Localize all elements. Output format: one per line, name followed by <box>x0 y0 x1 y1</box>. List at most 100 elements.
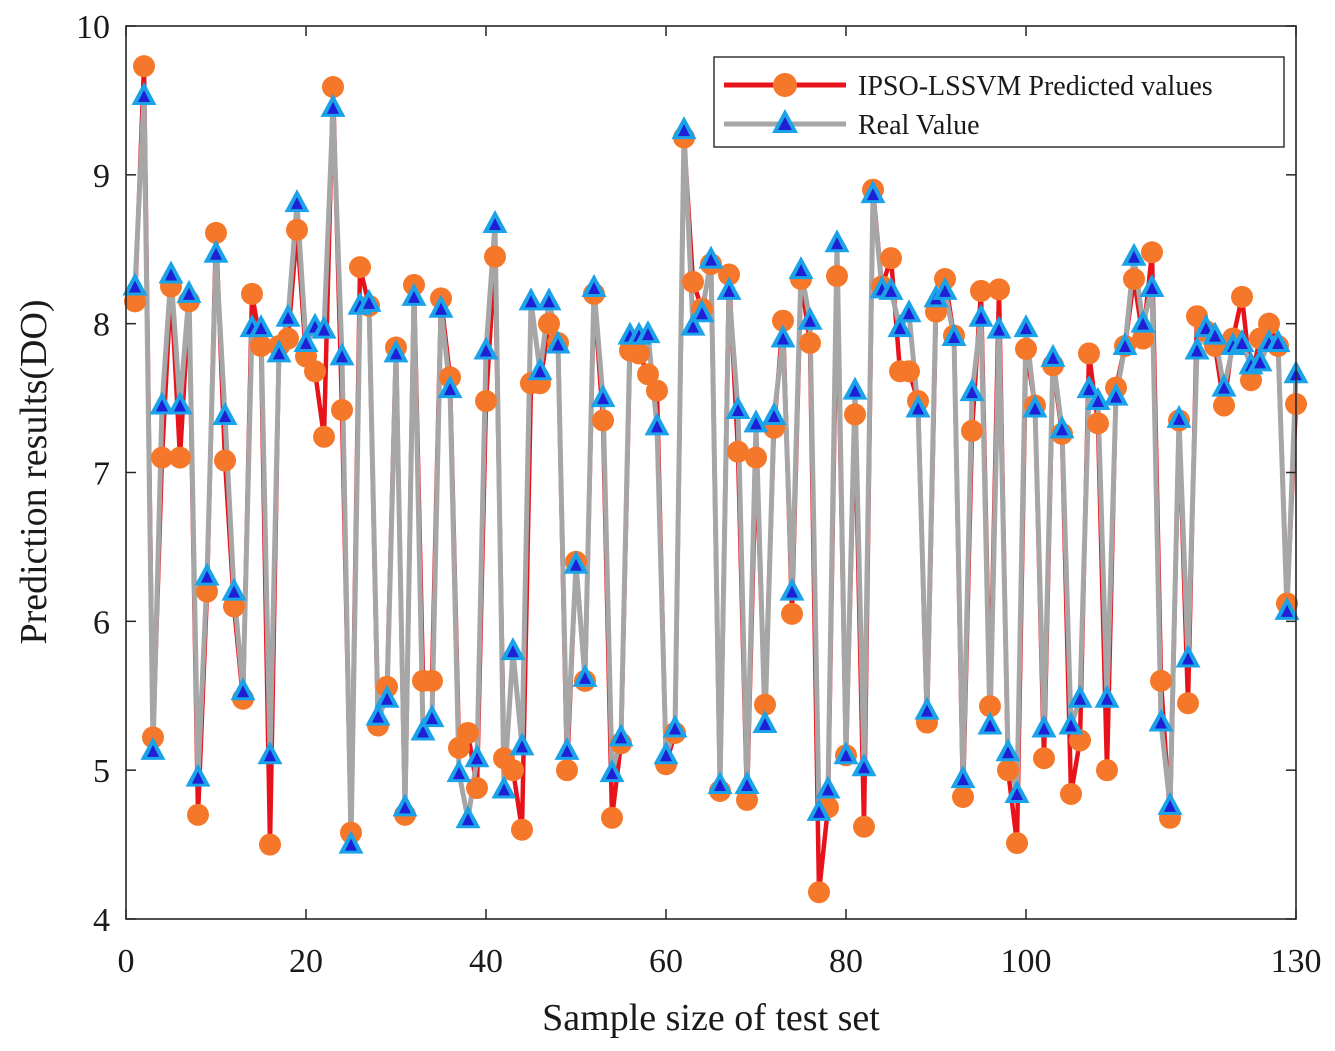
predicted-point <box>322 76 344 99</box>
predicted-point <box>466 777 488 800</box>
real-point-inner <box>705 253 717 266</box>
predicted-point <box>898 360 920 383</box>
real-point-inner <box>849 384 861 397</box>
predicted-point <box>1087 412 1109 435</box>
real-point-inner <box>1200 322 1212 335</box>
real-point-inner <box>444 383 456 396</box>
real-point-inner <box>1182 652 1194 665</box>
real-point-inner <box>804 314 816 327</box>
predicted-point <box>1123 268 1145 291</box>
predicted-point <box>169 446 191 469</box>
real-point-inner <box>390 347 402 360</box>
real-point-inner <box>534 365 546 378</box>
real-point-inner <box>489 217 501 230</box>
real-point-inner <box>759 718 771 731</box>
real-point-inner <box>165 268 177 281</box>
legend: IPSO-LSSVM Predicted values Real Value <box>713 56 1285 148</box>
predicted-point <box>1132 327 1154 350</box>
predicted-point <box>556 759 578 782</box>
predicted-point <box>214 449 236 472</box>
legend-real-marker-inner <box>778 117 792 130</box>
real-point-inner <box>264 749 276 762</box>
real-point-inner <box>255 322 267 335</box>
real-point-inner <box>336 350 348 363</box>
predicted-point <box>349 256 371 279</box>
real-point-inner <box>741 779 753 792</box>
real-point-inner <box>1110 390 1122 403</box>
real-point-inner <box>1236 337 1248 350</box>
predicted-point <box>592 409 614 432</box>
real-point-inner <box>597 392 609 405</box>
real-point-inner <box>543 295 555 308</box>
real-point-inner <box>1002 746 1014 759</box>
real-point-inner <box>426 712 438 725</box>
predicted-point <box>286 218 308 241</box>
real-point-inner <box>750 417 762 430</box>
real-point-inner <box>714 779 726 792</box>
real-point-inner <box>642 328 654 341</box>
predicted-point <box>511 818 533 841</box>
real-point-inner <box>723 284 735 297</box>
real-point-inner <box>327 101 339 114</box>
predicted-point <box>223 595 245 618</box>
real-point-inner <box>516 740 528 753</box>
real-point-inner <box>822 783 834 796</box>
predicted-point <box>682 270 704 293</box>
real-point-inner <box>147 744 159 757</box>
real-point-inner <box>867 188 879 201</box>
real-point-inner <box>1065 719 1077 732</box>
y-tick-label: 5 <box>93 753 110 790</box>
predicted-point <box>1141 241 1163 264</box>
real-point-inner <box>282 311 294 324</box>
real-point-inner <box>615 731 627 744</box>
predicted-point <box>1078 342 1100 365</box>
real-point-inner <box>885 284 897 297</box>
predicted-point <box>1069 729 1091 752</box>
real-point-inner <box>651 420 663 433</box>
real-point-inner <box>957 773 969 786</box>
x-tick-label: 130 <box>1271 943 1322 980</box>
predicted-point <box>1213 394 1235 417</box>
real-point-inner <box>363 296 375 309</box>
real-point-inner <box>1047 351 1059 364</box>
legend-real-label: Real Value <box>858 110 980 141</box>
real-point-inner <box>192 771 204 784</box>
y-tick-label: 10 <box>76 9 110 46</box>
x-tick-label: 80 <box>829 943 863 980</box>
y-tick-label: 7 <box>93 456 110 493</box>
real-point-inner <box>408 290 420 303</box>
predicted-point <box>124 290 146 313</box>
x-tick-label: 100 <box>1001 943 1052 980</box>
predicted-point <box>961 419 983 442</box>
real-point-inner <box>1011 787 1023 800</box>
real-point-inner <box>228 585 240 598</box>
real-point-inner <box>786 585 798 598</box>
real-point-inner <box>606 767 618 780</box>
predicted-point <box>727 440 749 463</box>
x-tick-label: 20 <box>289 943 323 980</box>
predicted-point <box>538 312 560 335</box>
predicted-point <box>970 279 992 302</box>
real-point-inner <box>1254 356 1266 369</box>
predicted-point <box>988 278 1010 301</box>
predicted-point <box>1033 747 1055 770</box>
real-point-inner <box>966 386 978 399</box>
predicted-point <box>826 265 848 288</box>
predicted-point <box>241 282 263 305</box>
real-point-inner <box>777 332 789 345</box>
y-tick-label: 6 <box>93 604 110 641</box>
predicted-point <box>745 446 767 469</box>
real-point-inner <box>1083 383 1095 396</box>
predicted-point <box>799 332 821 355</box>
real-point-inner <box>237 685 249 698</box>
real-point-inner <box>183 287 195 300</box>
predicted-point <box>196 580 218 603</box>
predicted-point <box>1258 312 1280 335</box>
real-point-inner <box>381 692 393 705</box>
x-tick-label: 0 <box>118 943 135 980</box>
real-point-inner <box>984 719 996 732</box>
predicted-point <box>151 446 173 469</box>
real-point-inner <box>1155 716 1167 729</box>
